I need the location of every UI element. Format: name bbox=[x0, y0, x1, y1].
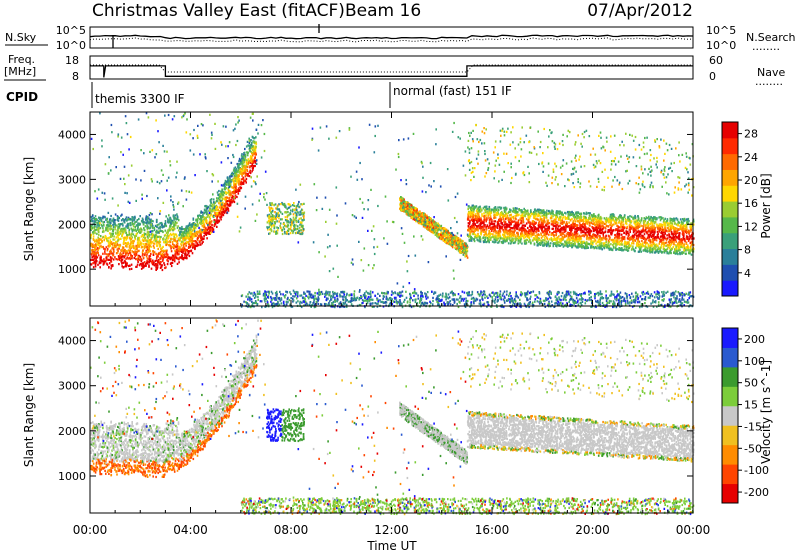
cpid-label: CPID bbox=[6, 90, 38, 104]
power-y-axis-label: Slant Range [km] bbox=[22, 157, 36, 261]
colorbar-tick-label: 16 bbox=[744, 197, 758, 210]
y-tick-label: 1000 bbox=[58, 263, 86, 276]
colorbar-swatch bbox=[722, 280, 738, 297]
colorbar-tick-label: 15 bbox=[744, 399, 758, 412]
cpid-segment-2: normal (fast) 151 IF bbox=[393, 84, 512, 98]
velocity-colorbar: 200 100 50 15 -15 -50 -100 -200 bbox=[721, 327, 769, 504]
power-panel: 1000 2000 3000 4000 Slant Range [km] 4 8 12 16… bbox=[22, 111, 773, 309]
y-tick-label: 1000 bbox=[58, 470, 86, 483]
colorbar-tick-label: 24 bbox=[744, 151, 758, 164]
colorbar-swatch bbox=[722, 185, 738, 202]
power-scatter bbox=[90, 112, 695, 309]
x-tick-label: 12:00 bbox=[374, 523, 409, 537]
noise-tick-top-right: 10^5 bbox=[706, 24, 736, 37]
colorbar-swatch bbox=[722, 264, 738, 281]
plot-title: Christmas Valley East (fitACF) bbox=[92, 1, 345, 21]
noise-tick-bottom-right: 10^0 bbox=[706, 39, 736, 52]
colorbar-swatch bbox=[722, 386, 738, 407]
y-tick-label: 4000 bbox=[58, 128, 86, 141]
frequency-strip: Freq. [MHz] 18 8 60 0 Nave ........ bbox=[4, 53, 785, 88]
y-tick-label: 4000 bbox=[58, 335, 86, 348]
beam-label: Beam 16 bbox=[345, 1, 421, 21]
colorbar-tick-label: -100 bbox=[744, 464, 769, 477]
noise-search-line bbox=[89, 37, 694, 43]
colorbar-swatch bbox=[722, 169, 738, 186]
cpid-strip: CPID themis 3300 IF normal (fast) 151 IF bbox=[6, 82, 512, 108]
colorbar-tick-label: -200 bbox=[744, 486, 769, 499]
colorbar-tick-label: -15 bbox=[744, 420, 762, 433]
nsearch-label: N.Search bbox=[746, 31, 796, 44]
noise-sky-line bbox=[89, 34, 694, 40]
freq-tick-bottom: 8 bbox=[72, 70, 79, 83]
nave-tick-bottom: 0 bbox=[709, 70, 716, 83]
colorbar-swatch bbox=[722, 216, 738, 234]
time-axis: 00:00 04:00 08:00 12:00 16:00 20:00 00:00 bbox=[73, 112, 711, 537]
colorbar-tick-label: 50 bbox=[744, 377, 758, 390]
x-tick-label: 00:00 bbox=[676, 523, 711, 537]
noise-tick-top-left: 10^5 bbox=[56, 24, 86, 37]
power-colorbar-label: Power [dB] bbox=[759, 173, 773, 238]
colorbar-swatch bbox=[722, 366, 738, 387]
colorbar-tick-label: 200 bbox=[744, 333, 765, 346]
colorbar-swatch bbox=[722, 201, 738, 218]
x-axis-label: Time UT bbox=[366, 539, 417, 553]
colorbar-tick-label: 8 bbox=[744, 244, 751, 257]
x-tick-label: 00:00 bbox=[73, 523, 108, 537]
colorbar-swatch bbox=[722, 483, 738, 504]
freq-frame bbox=[89, 55, 694, 80]
colorbar-swatch bbox=[722, 444, 738, 465]
velocity-scatter bbox=[90, 319, 695, 516]
colorbar-tick-label: 20 bbox=[744, 174, 758, 187]
nave-dots: ........ bbox=[755, 75, 783, 88]
freq-label: Freq. bbox=[8, 53, 35, 66]
power-frame bbox=[89, 111, 694, 307]
y-tick-label: 3000 bbox=[58, 380, 86, 393]
nsky-label: N.Sky bbox=[5, 31, 37, 44]
colorbar-swatch bbox=[722, 153, 738, 170]
colorbar-tick-label: 100 bbox=[744, 355, 765, 368]
date-label: 07/Apr/2012 bbox=[587, 1, 693, 21]
noise-tick-bottom-left: 10^0 bbox=[56, 39, 86, 52]
colorbar-swatch bbox=[722, 328, 738, 348]
colorbar-tick-label: 4 bbox=[744, 267, 751, 280]
noise-strip: N.Sky N.Search ........ 10^5 10^0 10^5 1… bbox=[5, 24, 796, 53]
y-tick-label: 2000 bbox=[58, 425, 86, 438]
colorbar-swatch bbox=[722, 122, 738, 139]
y-tick-label: 3000 bbox=[58, 173, 86, 186]
velocity-y-axis-label: Slant Range [km] bbox=[22, 363, 36, 467]
colorbar-swatch bbox=[722, 248, 738, 265]
frequency-line bbox=[90, 65, 693, 78]
freq-tick-top: 18 bbox=[65, 54, 79, 67]
colorbar-swatch bbox=[722, 232, 738, 250]
noise-frame bbox=[89, 26, 694, 49]
freq-unit-label: [MHz] bbox=[4, 65, 36, 78]
colorbar-swatch bbox=[722, 405, 738, 426]
nave-tick-top: 60 bbox=[709, 54, 723, 67]
colorbar-swatch bbox=[722, 347, 738, 368]
nsearch-dots: ........ bbox=[752, 40, 780, 53]
velocity-frame bbox=[89, 317, 694, 514]
x-tick-label: 04:00 bbox=[173, 523, 208, 537]
power-colorbar: 4 8 12 16 20 24 28 bbox=[721, 121, 758, 297]
cpid-segment-1: themis 3300 IF bbox=[95, 92, 185, 106]
x-tick-label: 08:00 bbox=[274, 523, 309, 537]
velocity-panel: 1000 2000 3000 4000 Slant Range [km] 200 100… bbox=[22, 317, 773, 516]
velocity-colorbar-label: Velocity [m s^-1] bbox=[759, 360, 773, 464]
y-tick-label: 2000 bbox=[58, 218, 86, 231]
colorbar-tick-label: 12 bbox=[744, 220, 758, 233]
colorbar-swatch bbox=[722, 137, 738, 155]
x-tick-label: 16:00 bbox=[475, 523, 510, 537]
colorbar-tick-label: -50 bbox=[744, 442, 762, 455]
colorbar-swatch bbox=[722, 425, 738, 446]
x-tick-label: 20:00 bbox=[575, 523, 610, 537]
nave-label: Nave bbox=[757, 66, 785, 79]
colorbar-swatch bbox=[722, 464, 738, 485]
colorbar-tick-label: 28 bbox=[744, 128, 758, 141]
